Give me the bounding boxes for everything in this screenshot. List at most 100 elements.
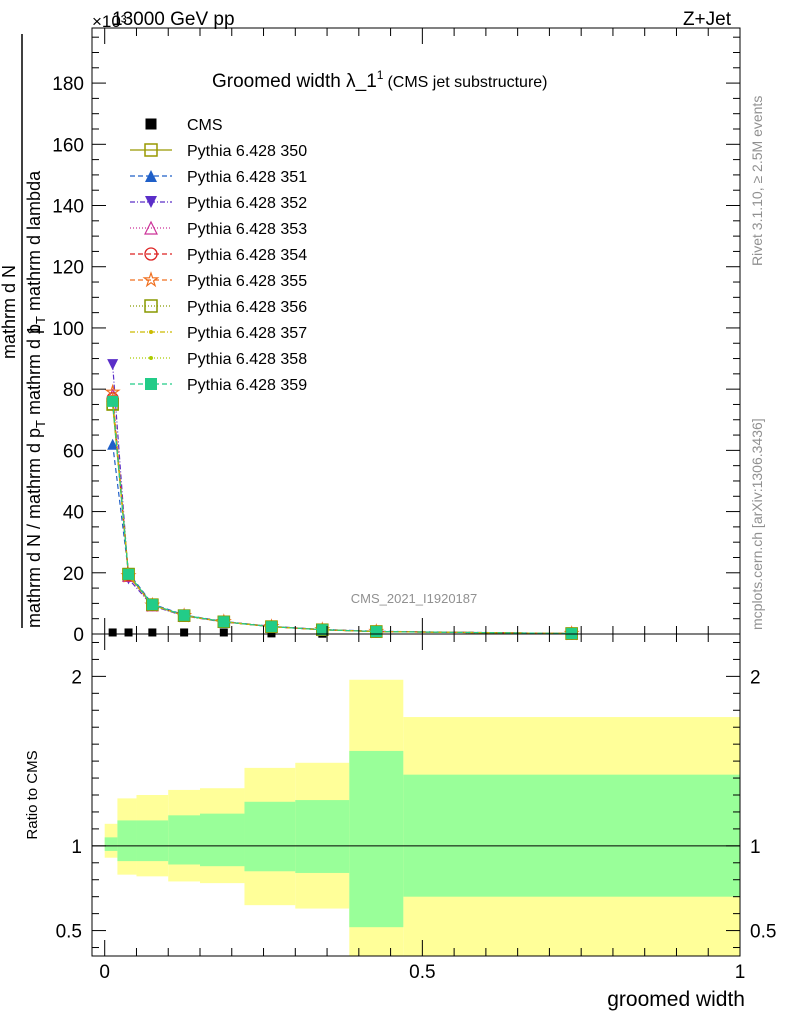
series-line: [112, 398, 572, 635]
legend-label: Pythia 6.428 358: [187, 351, 307, 368]
ratio-band-inner: [244, 801, 296, 872]
legend-item: Pythia 6.428 356: [130, 299, 307, 316]
legend-item: CMS: [145, 117, 223, 134]
ratio-y-tick-label: 2: [71, 667, 82, 688]
mc-point: [316, 624, 328, 636]
plot-title: Groomed width λ_11 (CMS jet substructure): [212, 68, 548, 92]
y-tick-label: 20: [63, 564, 84, 585]
legend-label: Pythia 6.428 355: [187, 273, 307, 290]
mc-point: [218, 616, 230, 628]
legend-item: Pythia 6.428 351: [130, 169, 307, 186]
legend-item: Pythia 6.428 353: [130, 220, 307, 238]
series-4: [106, 388, 579, 640]
legend-marker: [149, 330, 153, 334]
series-line: [112, 404, 572, 635]
legend-marker: [149, 356, 153, 360]
ratio-y-tick-label: 1: [71, 837, 82, 858]
ratio-band-inner: [200, 813, 245, 867]
data-point: [219, 628, 228, 637]
series-5: [106, 392, 578, 640]
y-label-top-expression: mathrm d N: [0, 265, 19, 359]
series-2: [107, 438, 578, 640]
main-y-axis-label: 1 mathrm d N mathrm d N / mathrm d pT ma…: [0, 34, 48, 628]
ratio-y-tick-label: 0.5: [56, 922, 82, 943]
legend-label: Pythia 6.428 354: [187, 247, 307, 264]
legend-item: Pythia 6.428 350: [130, 143, 307, 160]
ratio-y-tick-label-right: 2: [750, 667, 761, 688]
series-line: [112, 395, 572, 635]
mc-point: [107, 395, 119, 407]
y-tick-label: 40: [63, 503, 84, 524]
ratio-x-axis: 0 0.5 1: [99, 634, 745, 983]
legend-label: Pythia 6.428 356: [187, 299, 307, 316]
series-8: [110, 399, 574, 636]
series-10: [107, 395, 578, 640]
ratio-band-inner: [104, 837, 118, 851]
y-label-denominator: mathrm d N / mathrm d pT mathrm d pT mat…: [24, 170, 48, 628]
rivet-version-label: Rivet 3.1.10, ≥ 2.5M events: [749, 96, 765, 266]
series-line: [112, 401, 572, 635]
y-tick-label: 100: [52, 319, 84, 340]
ratio-band-inner: [168, 815, 200, 865]
ratio-plot-area: [104, 679, 740, 956]
series-line: [112, 364, 572, 635]
data-point: [108, 628, 117, 637]
legend-item: Pythia 6.428 359: [130, 377, 307, 394]
legend-label: Pythia 6.428 359: [187, 377, 307, 394]
legend-marker: [145, 196, 157, 208]
mc-point: [265, 621, 277, 633]
x-axis-label: groomed width: [607, 988, 745, 1011]
mc-point: [107, 359, 119, 371]
legend-label: Pythia 6.428 357: [187, 325, 307, 342]
legend-label: Pythia 6.428 350: [187, 143, 307, 160]
legend-item: Pythia 6.428 358: [130, 351, 307, 368]
main-x-axis: [104, 28, 741, 634]
mc-point: [123, 568, 135, 580]
mc-point: [370, 626, 382, 638]
series-line: [112, 401, 572, 635]
mc-point: [104, 383, 121, 400]
ratio-band-inner: [117, 820, 137, 862]
y-tick-label: 60: [63, 441, 84, 462]
ratio-band-inner: [349, 750, 404, 928]
x-tick-label: 1: [735, 962, 746, 983]
series-layer: [104, 359, 580, 641]
data-point: [148, 628, 157, 637]
legend-item: Pythia 6.428 352: [130, 195, 307, 212]
ratio-band-inner: [403, 774, 740, 897]
y-label-numerator: 1: [24, 325, 44, 335]
ratio-band-inner: [136, 820, 169, 862]
ratio-band-inner: [295, 800, 350, 873]
process-label: Z+Jet: [683, 9, 732, 30]
legend-marker: [142, 271, 160, 288]
y-tick-label: 0: [73, 625, 84, 646]
ratio-y-tick-label-right: 0.5: [750, 922, 776, 943]
data-point: [180, 628, 189, 637]
y-exponent-label: ×10³: [92, 12, 127, 31]
series-1: [106, 398, 578, 640]
energy-label: 13000 GeV pp: [112, 9, 235, 30]
legend-label: Pythia 6.428 351: [187, 169, 307, 186]
mc-point: [178, 609, 190, 621]
series-9: [110, 399, 574, 636]
series-6: [104, 383, 580, 641]
legend-label: Pythia 6.428 352: [187, 195, 307, 212]
series-7: [106, 398, 578, 640]
legend: CMS Pythia 6.428 350 Pythia 6.428 351 Pythi…: [130, 117, 307, 394]
legend-marker: [144, 247, 158, 261]
legend-marker: [144, 220, 158, 235]
legend-marker: [145, 378, 157, 390]
legend-item: Pythia 6.428 357: [130, 325, 307, 342]
legend-marker: [144, 143, 158, 157]
legend-item: Pythia 6.428 355: [130, 271, 307, 290]
legend-label: Pythia 6.428 353: [187, 221, 307, 238]
y-tick-label: 160: [52, 135, 84, 156]
main-y-axis: 0 20 40 60 80 100 120 140 160 180: [52, 36, 740, 646]
series-3: [107, 359, 578, 640]
series-line: [112, 401, 572, 635]
ratio-y-tick-label-right: 1: [750, 837, 761, 858]
legend-marker: [145, 170, 157, 182]
y-tick-label: 80: [63, 380, 84, 401]
legend-marker: [145, 118, 157, 130]
